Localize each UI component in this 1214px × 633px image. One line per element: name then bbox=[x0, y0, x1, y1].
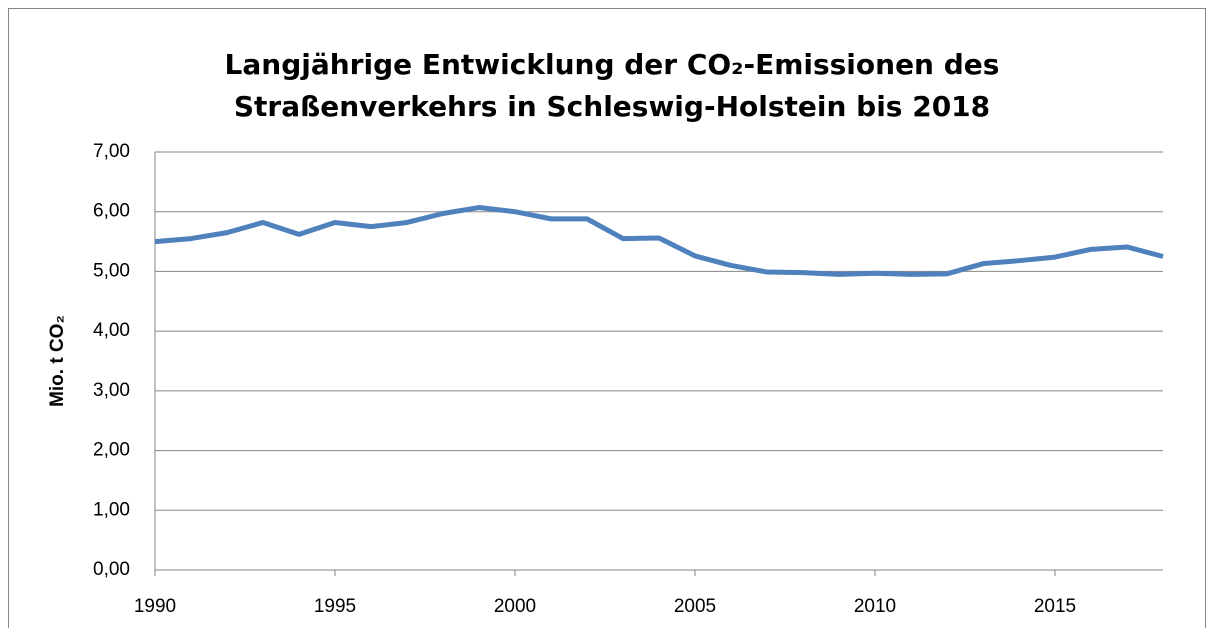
x-tick-label: 2015 bbox=[1034, 596, 1076, 617]
y-tick-label: 7,00 bbox=[93, 141, 130, 162]
line-series bbox=[154, 205, 1164, 277]
y-tick-label: 5,00 bbox=[93, 260, 130, 281]
y-axis-label: Mio. t CO₂ bbox=[47, 315, 68, 407]
x-tick-label: 2010 bbox=[854, 596, 896, 617]
y-tick-label: 1,00 bbox=[93, 499, 130, 520]
chart-title: Langjährige Entwicklung der CO₂-Emission… bbox=[225, 48, 1000, 81]
y-tick-label: 3,00 bbox=[93, 380, 130, 401]
x-tick-label: 1990 bbox=[134, 596, 176, 617]
x-tick-label: 2000 bbox=[494, 596, 536, 617]
y-tick-label: 0,00 bbox=[93, 559, 130, 580]
chart-border bbox=[8, 8, 1206, 633]
y-tick-label: 2,00 bbox=[93, 440, 130, 461]
y-tick-label: 6,00 bbox=[93, 201, 130, 222]
chart-title: Straßenverkehrs in Schleswig-Holstein bi… bbox=[234, 90, 990, 123]
y-tick-label: 4,00 bbox=[93, 320, 130, 341]
x-tick-label: 1995 bbox=[314, 596, 356, 617]
x-tick-label: 2005 bbox=[674, 596, 716, 617]
